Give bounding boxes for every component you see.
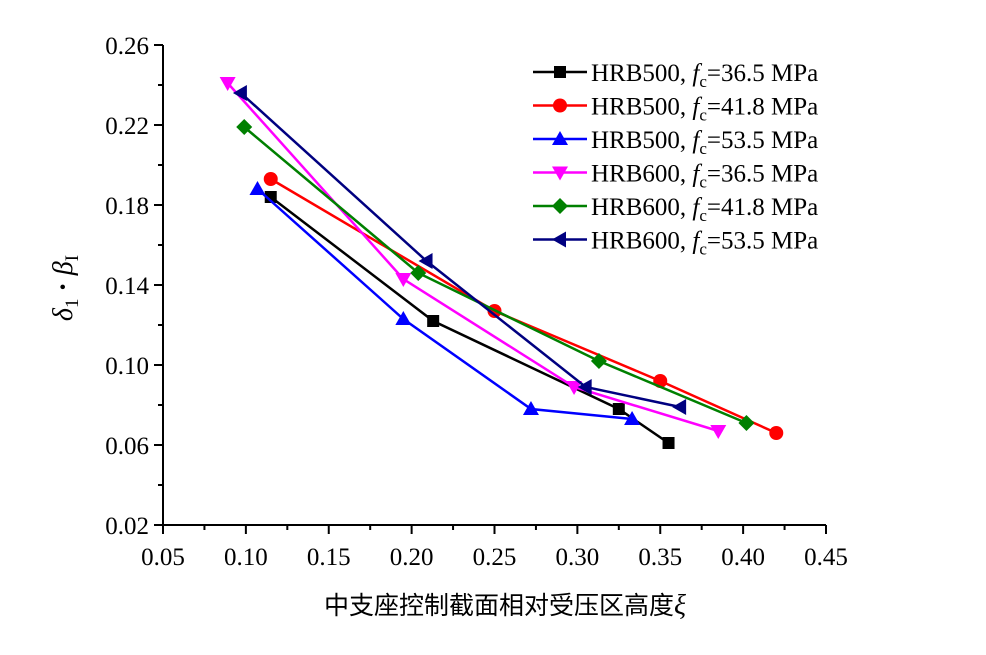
- y-tick-label: 0.02: [105, 513, 149, 540]
- series-1: [264, 191, 675, 449]
- y-tick-label: 0.22: [105, 113, 149, 140]
- y-tick-label: 0.26: [105, 33, 149, 60]
- x-tick-label: 0.40: [721, 544, 765, 571]
- x-tick-label: 0.35: [638, 544, 682, 571]
- legend-label: HRB500, fc=41.8 MPa: [591, 94, 818, 125]
- data-point: [590, 353, 607, 369]
- data-point: [672, 399, 687, 415]
- x-axis-label: 中支座控制截面相对受压区高度ξ: [324, 590, 686, 621]
- x-tick-label: 0.25: [473, 544, 517, 571]
- data-point: [395, 311, 412, 325]
- data-point: [249, 181, 266, 195]
- legend-marker: [552, 166, 568, 181]
- x-tick-label: 0.10: [224, 544, 268, 571]
- data-point: [710, 425, 727, 439]
- data-point: [232, 85, 247, 101]
- legend-label: HRB600, fc=41.8 MPa: [591, 194, 818, 225]
- data-point: [427, 315, 440, 327]
- series-line: [226, 82, 719, 433]
- series-3: [249, 181, 641, 425]
- data-point: [738, 415, 755, 431]
- y-tick-label: 0.10: [105, 353, 149, 380]
- series-line: [243, 126, 747, 425]
- data-point: [566, 381, 583, 395]
- y-axis-label: δ1 · βI: [48, 255, 83, 321]
- data-point: [662, 437, 675, 449]
- x-tick-label: 0.05: [141, 544, 185, 571]
- legend-marker: [552, 198, 568, 214]
- legend-entry: HRB600, fc=36.5 MPa: [533, 161, 818, 192]
- series-line: [269, 196, 670, 445]
- legend-label: HRB500, fc=36.5 MPa: [591, 60, 818, 91]
- series-line: [256, 188, 633, 421]
- series-6: [232, 85, 687, 415]
- legend-entry: HRB500, fc=53.5 MPa: [533, 127, 818, 158]
- legend-entry: HRB500, fc=41.8 MPa: [533, 94, 818, 125]
- data-point: [410, 265, 427, 281]
- data-point: [577, 379, 592, 395]
- legend-label: HRB600, fc=53.5 MPa: [591, 228, 818, 259]
- series-5: [236, 119, 755, 431]
- series-line: [270, 177, 777, 435]
- plot-area: [219, 77, 784, 449]
- legend-label: HRB500, fc=53.5 MPa: [591, 127, 818, 158]
- legend-entry: HRB500, fc=36.5 MPa: [533, 60, 818, 91]
- data-point: [219, 77, 236, 91]
- y-tick-label: 0.18: [105, 193, 149, 220]
- data-point: [263, 172, 278, 186]
- y-tick-label: 0.14: [105, 273, 149, 300]
- y-tick-label: 0.06: [105, 433, 149, 460]
- data-point: [624, 411, 641, 425]
- series-line: [240, 92, 681, 409]
- legend-marker: [552, 131, 568, 145]
- data-point: [612, 403, 625, 415]
- legend-marker: [554, 66, 566, 78]
- data-point: [395, 273, 412, 287]
- data-point: [769, 426, 784, 440]
- legend-marker: [552, 231, 566, 248]
- x-tick-label: 0.45: [804, 544, 848, 571]
- data-point: [264, 191, 277, 203]
- data-point: [236, 119, 253, 135]
- series-4: [219, 77, 727, 439]
- legend-label: HRB600, fc=36.5 MPa: [591, 161, 818, 192]
- legend-entry: HRB600, fc=41.8 MPa: [533, 194, 818, 225]
- x-tick-label: 0.30: [556, 544, 600, 571]
- x-tick-label: 0.20: [390, 544, 434, 571]
- legend-marker: [553, 98, 567, 113]
- axes: 0.05 0.10 0.15 0.20 0.25 0.30 0.35 0.40 0.45 0.02…: [105, 33, 848, 571]
- x-tick-label: 0.15: [307, 544, 351, 571]
- data-point: [522, 401, 539, 415]
- legend-entry: HRB600, fc=53.5 MPa: [533, 228, 818, 259]
- data-point: [418, 253, 433, 269]
- axis-labels: 中支座控制截面相对受压区高度ξ δ1 · βI: [48, 255, 686, 621]
